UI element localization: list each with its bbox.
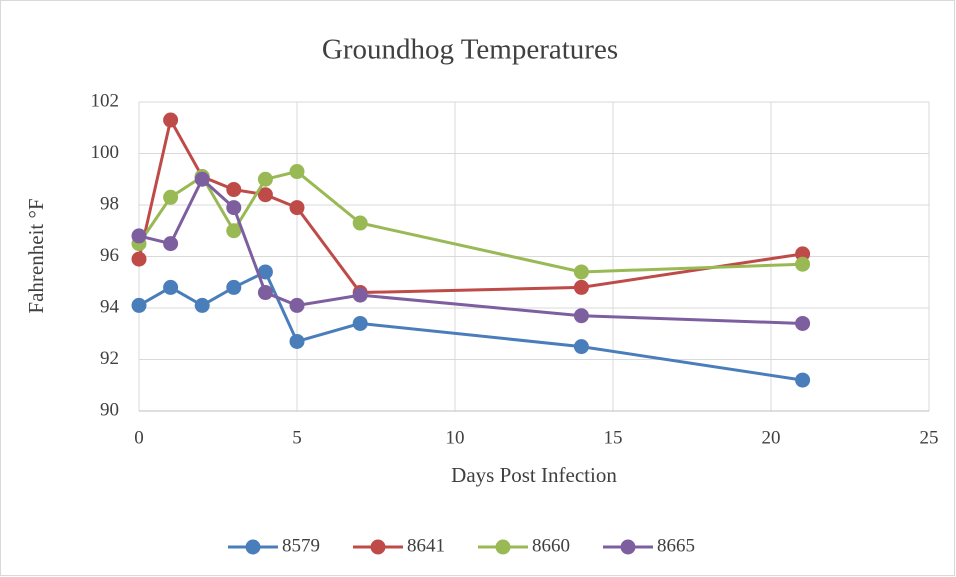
data-point xyxy=(795,315,811,331)
legend-label: 8641 xyxy=(407,535,445,556)
y-axis-label: Fahrenheit °F xyxy=(24,198,48,313)
legend-label: 8579 xyxy=(282,535,320,556)
data-point xyxy=(289,297,305,313)
data-point xyxy=(573,264,589,280)
y-tick-label: 102 xyxy=(91,90,120,111)
data-point xyxy=(257,264,273,280)
data-point xyxy=(352,315,368,331)
legend-marker xyxy=(370,539,386,555)
data-point xyxy=(131,297,147,313)
data-point xyxy=(257,171,273,187)
data-point xyxy=(289,200,305,216)
y-tick-label: 90 xyxy=(100,399,119,420)
data-point xyxy=(573,339,589,355)
data-point xyxy=(226,200,242,216)
data-point xyxy=(194,171,210,187)
x-tick-label: 15 xyxy=(604,427,623,448)
x-tick-label: 10 xyxy=(446,427,465,448)
legend-label: 8660 xyxy=(532,535,570,556)
legend-label: 8665 xyxy=(657,535,695,556)
data-point xyxy=(573,279,589,295)
data-point xyxy=(795,372,811,388)
x-tick-label: 5 xyxy=(292,427,302,448)
data-point xyxy=(573,308,589,324)
data-point xyxy=(226,223,242,239)
legend-marker xyxy=(620,539,636,555)
data-point xyxy=(163,236,179,252)
y-tick-label: 94 xyxy=(100,296,120,317)
x-axis-label: Days Post Infection xyxy=(451,463,617,487)
data-point xyxy=(226,182,242,198)
data-point xyxy=(163,189,179,205)
data-point xyxy=(289,164,305,180)
data-point xyxy=(257,285,273,301)
y-tick-label: 100 xyxy=(91,142,120,163)
data-point xyxy=(131,251,147,267)
legend-marker xyxy=(495,539,511,555)
x-tick-label: 25 xyxy=(920,427,939,448)
data-point xyxy=(352,215,368,231)
data-point xyxy=(795,256,811,272)
chart-title: Groundhog Temperatures xyxy=(322,34,618,66)
data-point xyxy=(289,333,305,349)
x-tick-label: 0 xyxy=(134,427,144,448)
data-point xyxy=(163,112,179,128)
y-tick-label: 96 xyxy=(100,245,119,266)
x-tick-label: 20 xyxy=(762,427,781,448)
data-point xyxy=(194,297,210,313)
data-point xyxy=(131,228,147,244)
data-point xyxy=(352,287,368,303)
data-point xyxy=(226,279,242,295)
data-point xyxy=(163,279,179,295)
data-point xyxy=(257,187,273,203)
y-tick-label: 92 xyxy=(100,348,119,369)
y-tick-label: 98 xyxy=(100,193,119,214)
legend-marker xyxy=(245,539,261,555)
data-point xyxy=(795,246,811,262)
